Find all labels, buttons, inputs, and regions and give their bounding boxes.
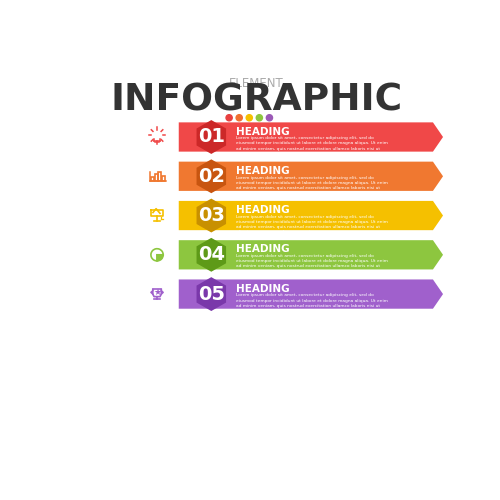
Circle shape [226,114,232,121]
Text: 02: 02 [198,167,225,186]
Circle shape [256,114,262,121]
Polygon shape [196,238,226,272]
Text: 05: 05 [198,284,225,304]
Text: Lorem ipsum dolor sit amet, consectetur adipiscing elit, sed do
eiusmod tempor i: Lorem ipsum dolor sit amet, consectetur … [236,254,388,274]
Polygon shape [196,198,226,232]
Text: Lorem ipsum dolor sit amet, consectetur adipiscing elit, sed do
eiusmod tempor i: Lorem ipsum dolor sit amet, consectetur … [236,215,388,234]
Text: HEADING: HEADING [236,284,290,294]
Bar [151,177,154,180]
Text: 04: 04 [198,246,225,264]
Text: INFOGRAPHIC: INFOGRAPHIC [110,83,403,119]
Text: Lorem ipsum dolor sit amet, consectetur adipiscing elit, sed do
eiusmod tempor i: Lorem ipsum dolor sit amet, consectetur … [236,294,388,313]
Polygon shape [179,122,443,152]
Text: HEADING: HEADING [236,126,290,136]
Text: 03: 03 [198,206,224,225]
Polygon shape [196,160,226,193]
Text: Lorem ipsum dolor sit amet, consectetur adipiscing elit, sed do
eiusmod tempor i: Lorem ipsum dolor sit amet, consectetur … [236,176,388,195]
Text: ELEMENT: ELEMENT [229,76,283,90]
Wedge shape [157,255,163,261]
Text: HEADING: HEADING [236,244,290,254]
Circle shape [236,114,242,121]
Text: Lorem ipsum dolor sit amet, consectetur adipiscing elit, sed do
eiusmod tempor i: Lorem ipsum dolor sit amet, consectetur … [236,136,388,156]
Polygon shape [196,277,226,311]
Polygon shape [179,162,443,191]
Text: 01: 01 [198,128,225,146]
Polygon shape [179,240,443,270]
Polygon shape [196,120,226,154]
Text: HEADING: HEADING [236,166,290,176]
Polygon shape [179,280,443,308]
Circle shape [266,114,272,121]
Circle shape [246,114,252,121]
Text: ★: ★ [153,288,161,298]
Bar [162,176,164,180]
Bar [154,174,158,180]
Bar [158,172,161,180]
Text: HEADING: HEADING [236,205,290,215]
Polygon shape [179,201,443,230]
